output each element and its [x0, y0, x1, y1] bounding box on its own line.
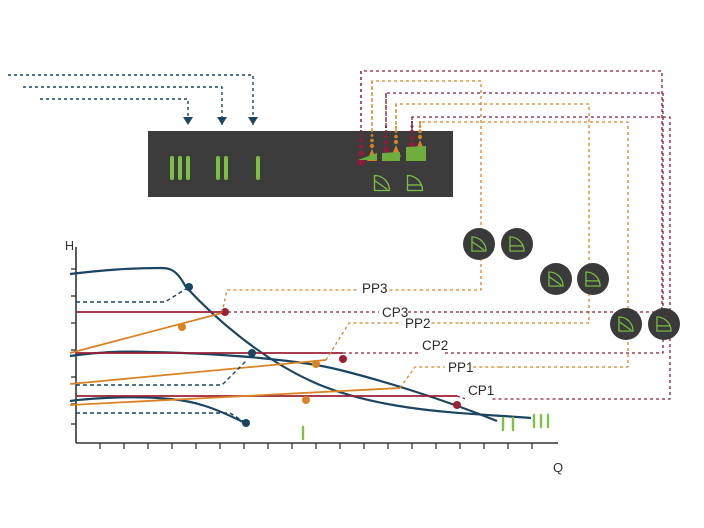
svg-text:Q: Q	[553, 460, 563, 475]
svg-text:PP2: PP2	[405, 316, 431, 331]
svg-text:PP3: PP3	[362, 281, 388, 296]
svg-text:H: H	[65, 239, 74, 253]
svg-text:CP2: CP2	[422, 338, 448, 353]
svg-text:PP1: PP1	[448, 360, 474, 375]
svg-text:CP1: CP1	[468, 383, 494, 398]
